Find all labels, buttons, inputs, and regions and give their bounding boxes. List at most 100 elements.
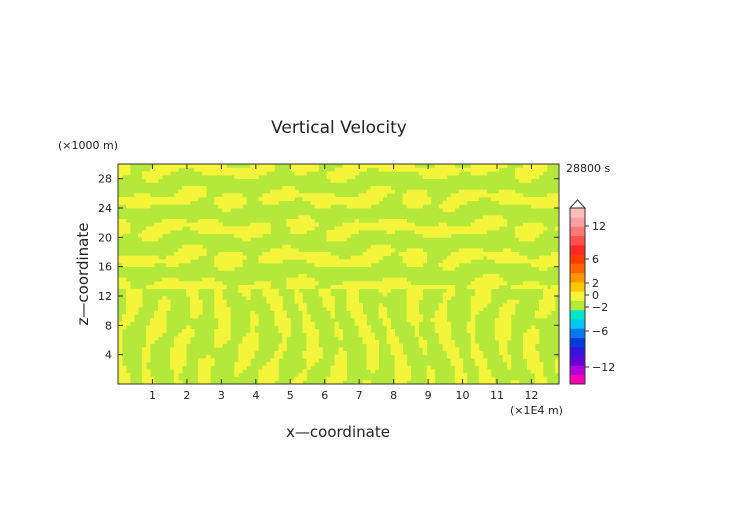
heatmap-cell (282, 248, 287, 253)
heatmap-cell (338, 351, 343, 356)
heatmap-cell (402, 376, 408, 381)
heatmap-cell (218, 314, 223, 319)
heatmap-cell (482, 164, 488, 169)
heatmap-cell (286, 222, 291, 227)
heatmap-cell (538, 299, 544, 304)
heatmap-cell (442, 230, 448, 235)
heatmap-cell (278, 255, 283, 260)
heatmap-cell (526, 178, 532, 183)
heatmap-cell (370, 332, 375, 337)
heatmap-cell (382, 222, 388, 227)
heatmap-cell (490, 277, 496, 282)
heatmap-cell (234, 259, 239, 264)
heatmap-cell (350, 259, 355, 264)
heatmap-cell (326, 380, 331, 385)
heatmap-cell (518, 259, 524, 264)
heatmap-cell (274, 310, 279, 315)
heatmap-cell (498, 332, 504, 337)
x-tick-label: 11 (490, 389, 504, 402)
heatmap-cell (186, 197, 191, 202)
heatmap-cell (266, 193, 271, 198)
heatmap-cell (238, 233, 243, 238)
heatmap-cell (386, 186, 392, 191)
heatmap-cell (446, 351, 452, 356)
heatmap-cell (190, 296, 195, 301)
heatmap-cell (334, 365, 339, 370)
heatmap-cell (374, 340, 379, 345)
heatmap-cell (222, 164, 227, 169)
heatmap-cell (298, 255, 303, 260)
heatmap-cell (434, 314, 440, 319)
heatmap-cell (218, 266, 223, 271)
heatmap-cell (362, 167, 367, 172)
heatmap-cell (314, 281, 319, 286)
heatmap-cell (470, 310, 476, 315)
heatmap-cell (450, 208, 456, 213)
heatmap-cell (282, 252, 287, 257)
heatmap-cell (430, 369, 436, 374)
heatmap-cell (294, 281, 299, 286)
heatmap-cell (494, 259, 500, 264)
heatmap-cell (162, 226, 167, 231)
heatmap-cell (446, 226, 452, 231)
heatmap-cell (126, 226, 131, 231)
heatmap-cell (422, 230, 428, 235)
heatmap-cell (162, 281, 167, 286)
heatmap-cell (234, 200, 239, 205)
heatmap-cell (442, 340, 448, 345)
heatmap-cell (506, 354, 512, 359)
heatmap-cell (286, 332, 291, 337)
heatmap-cell (366, 365, 371, 370)
heatmap-cell (166, 259, 171, 264)
colorbar-segment (570, 235, 585, 246)
heatmap-cell (478, 281, 484, 286)
heatmap-cell (402, 200, 408, 205)
heatmap-cell (370, 354, 375, 359)
heatmap-cell (458, 193, 464, 198)
heatmap-cell (390, 332, 396, 337)
heatmap-cell (414, 307, 420, 312)
heatmap-cell (370, 200, 375, 205)
heatmap-cell (258, 226, 263, 231)
heatmap-cell (458, 248, 464, 253)
heatmap-cell (510, 200, 516, 205)
chart-title: Vertical Velocity (271, 118, 407, 138)
heatmap-cell (438, 321, 444, 326)
heatmap-cell (310, 321, 315, 326)
heatmap-cell (434, 164, 440, 169)
heatmap-cell (166, 263, 171, 268)
heatmap-cell (278, 343, 283, 348)
heatmap-cell (390, 340, 396, 345)
heatmap-cell (410, 292, 416, 297)
heatmap-cell (122, 219, 127, 224)
heatmap-cell (422, 226, 428, 231)
heatmap-cell (486, 296, 492, 301)
heatmap-cell (450, 226, 456, 231)
heatmap-cell (194, 197, 199, 202)
heatmap-cell (206, 230, 211, 235)
heatmap-cell (454, 193, 460, 198)
heatmap-cell (278, 248, 283, 253)
heatmap-cell (146, 329, 151, 334)
heatmap-cell (530, 171, 536, 176)
heatmap-cell (334, 263, 339, 268)
heatmap-cell (262, 230, 267, 235)
heatmap-cell (462, 255, 468, 260)
heatmap-cell (498, 336, 504, 341)
heatmap-cell (226, 259, 231, 264)
heatmap-cell (530, 343, 536, 348)
heatmap-cell (406, 222, 412, 227)
heatmap-cell (206, 358, 211, 363)
heatmap-cell (218, 226, 223, 231)
heatmap-cell (490, 167, 496, 172)
heatmap-cell (198, 299, 203, 304)
heatmap-cell (406, 204, 412, 209)
heatmap-cell (154, 164, 159, 169)
heatmap-cell (190, 189, 195, 194)
heatmap-cell (466, 248, 472, 253)
heatmap-cell (362, 252, 367, 257)
heatmap-cell (338, 365, 343, 370)
heatmap-cell (438, 171, 444, 176)
heatmap-cell (282, 340, 287, 345)
heatmap-cell (218, 329, 223, 334)
